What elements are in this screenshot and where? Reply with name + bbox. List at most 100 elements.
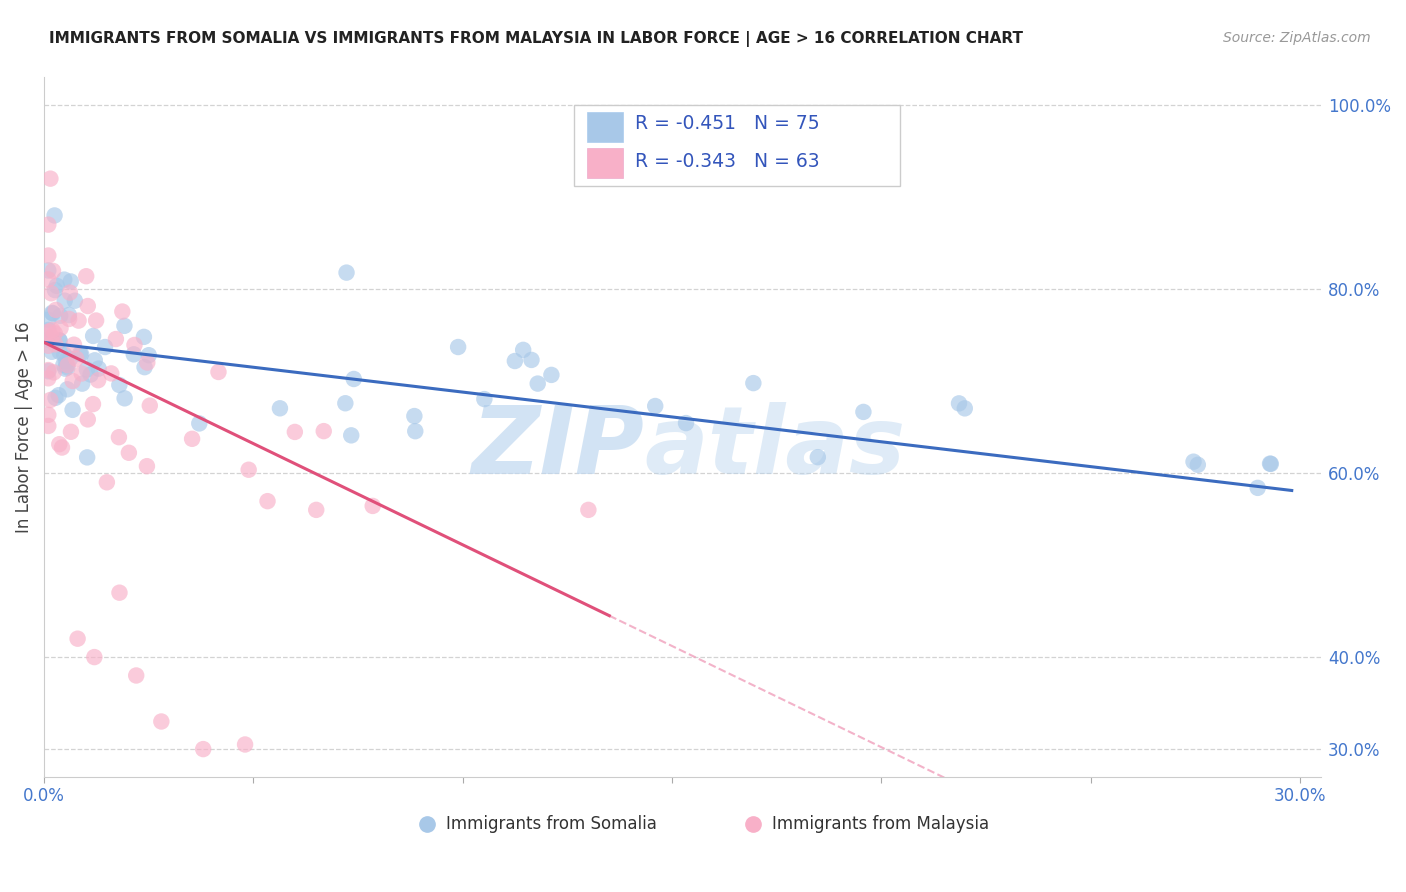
Point: [37, 364, 59, 378]
Point: [76, 412, 98, 426]
Point: [42, 365, 65, 379]
FancyBboxPatch shape: [586, 148, 623, 178]
Y-axis label: In Labor Force | Age > 16: In Labor Force | Age > 16: [15, 321, 32, 533]
Point: [1247, 481, 1270, 495]
Text: R = -0.343   N = 63: R = -0.343 N = 63: [636, 153, 820, 171]
Point: [66, 632, 89, 646]
Point: [67, 313, 90, 327]
Point: [526, 376, 548, 391]
Point: [104, 332, 127, 346]
Point: [87, 373, 110, 387]
Point: [53, 348, 76, 362]
Point: [335, 396, 357, 410]
Point: [59, 285, 82, 300]
Point: [84, 313, 107, 327]
Point: [503, 354, 526, 368]
Point: [512, 343, 534, 357]
Point: [69, 347, 91, 361]
Point: [447, 340, 470, 354]
Point: [136, 355, 159, 369]
Point: [1258, 457, 1281, 471]
Point: [675, 416, 697, 430]
Point: [58, 308, 80, 322]
Point: [42, 264, 65, 278]
Point: [83, 650, 105, 665]
Point: [1182, 455, 1205, 469]
Point: [1187, 458, 1209, 472]
Point: [44, 283, 66, 297]
Point: [59, 425, 82, 439]
Point: [188, 417, 211, 431]
Point: [404, 409, 426, 423]
Point: [41, 306, 63, 320]
Point: [193, 742, 215, 756]
Point: [108, 378, 131, 392]
Point: [132, 330, 155, 344]
Point: [39, 392, 62, 407]
Point: [45, 278, 67, 293]
Point: [114, 392, 136, 406]
Point: [59, 275, 82, 289]
Point: [136, 459, 159, 474]
Point: [852, 405, 875, 419]
Point: [576, 503, 599, 517]
Point: [1260, 457, 1282, 471]
Point: [63, 337, 86, 351]
Point: [114, 318, 136, 333]
Point: [139, 399, 162, 413]
Point: [37, 363, 59, 377]
Text: R = -0.451   N = 75: R = -0.451 N = 75: [636, 114, 820, 134]
Point: [37, 408, 59, 422]
Point: [70, 367, 93, 381]
Point: [111, 304, 134, 318]
Point: [96, 475, 118, 490]
Point: [742, 376, 765, 390]
Point: [83, 353, 105, 368]
Point: [125, 668, 148, 682]
Point: [76, 450, 98, 465]
Text: Immigrants from Malaysia: Immigrants from Malaysia: [772, 815, 988, 833]
Point: [82, 329, 104, 343]
Point: [65, 351, 87, 366]
Point: [207, 365, 229, 379]
Point: [39, 286, 62, 301]
Point: [58, 312, 80, 326]
Point: [108, 430, 131, 444]
Point: [118, 446, 141, 460]
Point: [37, 339, 59, 353]
Point: [70, 347, 93, 361]
Point: [41, 330, 63, 344]
Point: [44, 337, 66, 351]
Text: ZIP: ZIP: [471, 402, 644, 494]
Point: [37, 248, 59, 262]
Point: [62, 402, 84, 417]
Point: [41, 323, 63, 337]
Point: [53, 361, 76, 376]
Point: [644, 399, 666, 413]
Point: [59, 351, 82, 366]
Point: [44, 209, 66, 223]
Point: [335, 266, 357, 280]
Point: [52, 358, 75, 372]
Point: [134, 360, 156, 375]
Point: [343, 372, 366, 386]
Point: [87, 361, 110, 376]
Point: [256, 494, 278, 508]
Point: [150, 714, 173, 729]
Point: [45, 302, 67, 317]
Text: Source: ZipAtlas.com: Source: ZipAtlas.com: [1223, 31, 1371, 45]
Point: [44, 326, 66, 341]
Point: [53, 272, 76, 286]
Point: [474, 392, 496, 406]
Point: [312, 424, 335, 438]
Point: [94, 340, 117, 354]
Point: [181, 432, 204, 446]
Point: [41, 344, 63, 359]
Point: [233, 738, 256, 752]
Point: [82, 397, 104, 411]
Point: [305, 503, 328, 517]
Text: Immigrants from Somalia: Immigrants from Somalia: [446, 815, 657, 833]
Point: [37, 419, 59, 434]
Point: [42, 306, 65, 320]
Point: [56, 382, 79, 396]
